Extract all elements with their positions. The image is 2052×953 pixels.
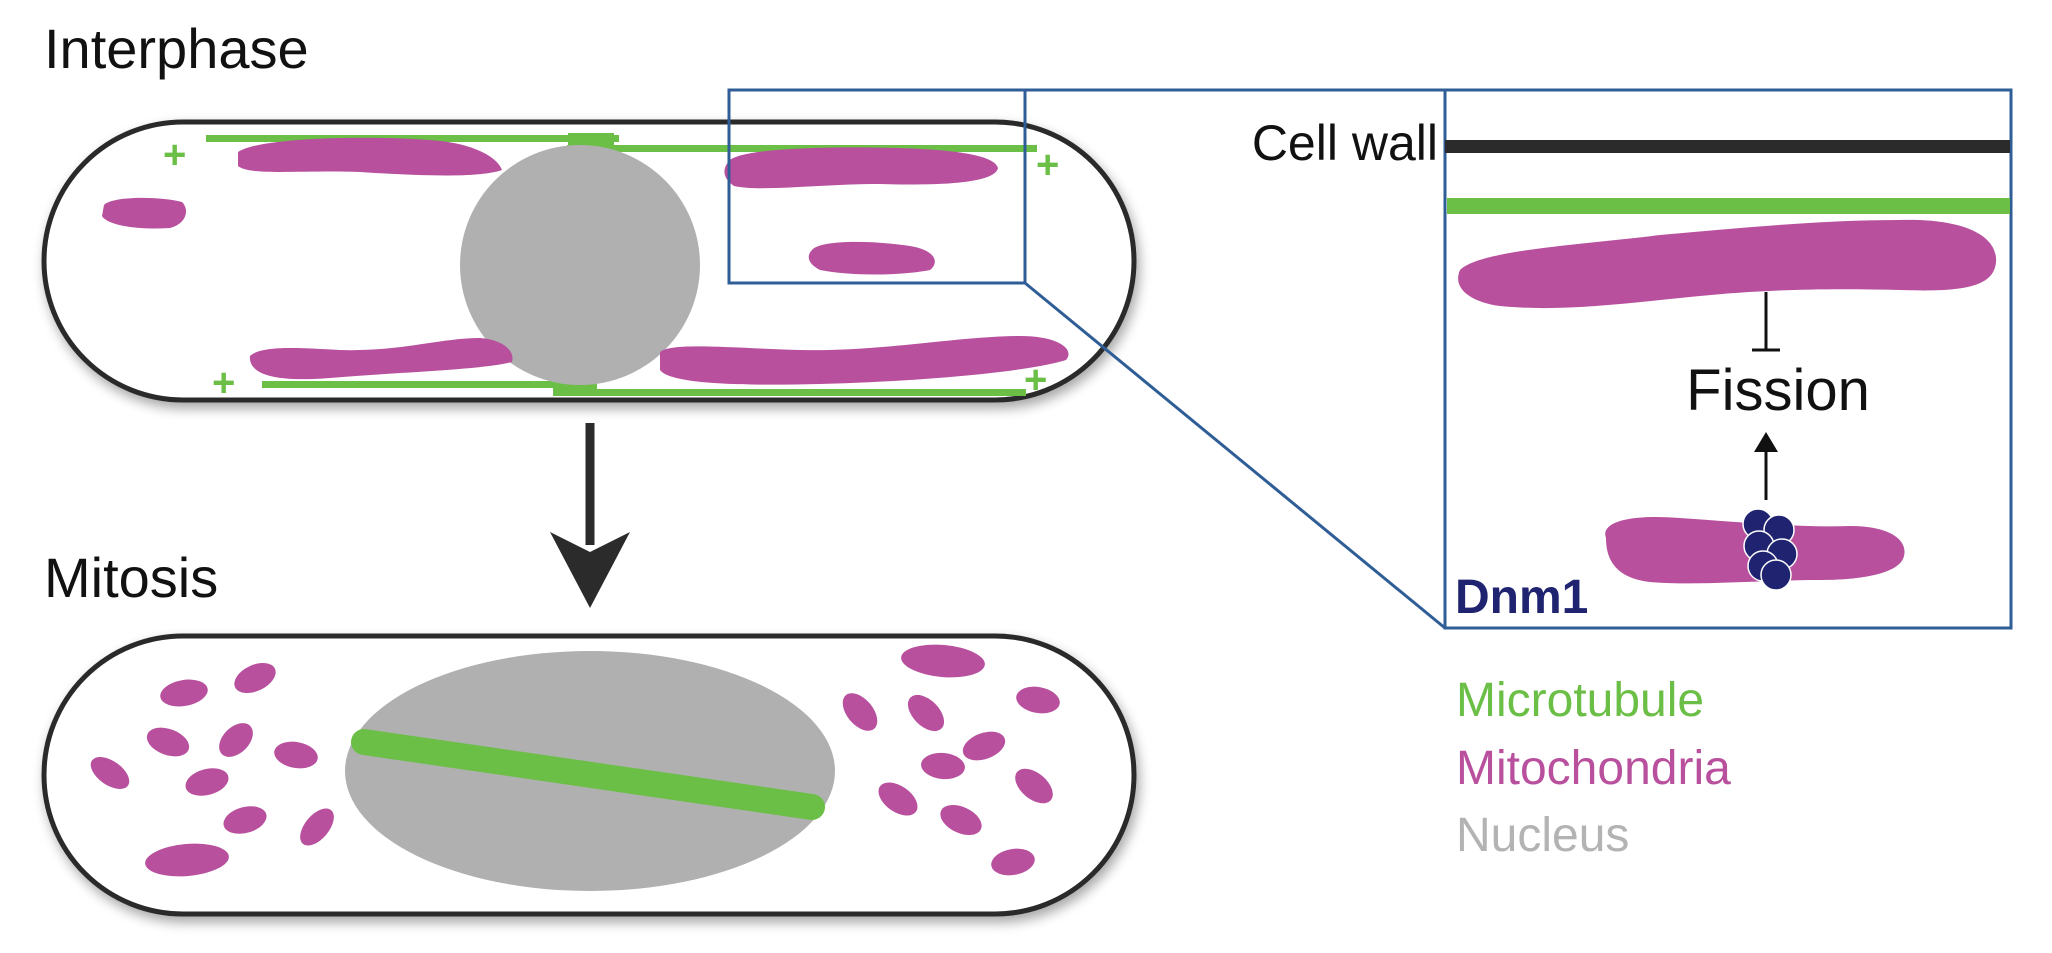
mitochondrion-fragment xyxy=(878,782,918,816)
dnm1-ring xyxy=(1742,508,1798,591)
legend-nucleus: Nucleus xyxy=(1456,809,1629,862)
plus-end-bottom-left: + xyxy=(212,361,235,405)
legend-microtubule: Microtubule xyxy=(1456,674,1704,727)
mitochondrion-fragment xyxy=(901,644,985,678)
mitochondrion-fragment xyxy=(1015,768,1053,804)
mitochondrion-fragment xyxy=(90,757,130,789)
microtubule-bottom-right xyxy=(556,389,1026,396)
mitotic-spindle xyxy=(351,729,825,820)
fission-arrow-head xyxy=(1754,432,1778,452)
zoom-region-box xyxy=(727,88,1027,285)
mitochondrion-fragment xyxy=(146,727,190,757)
plus-end-bottom-right: + xyxy=(1024,358,1047,402)
mitochondrion-fragment xyxy=(160,679,208,707)
fragmented-mitochondria xyxy=(90,644,1060,877)
interphase-title: Interphase xyxy=(44,17,309,80)
mitochondrion-fragment xyxy=(991,848,1035,876)
mitochondrion xyxy=(102,197,186,229)
plus-end-top-left: + xyxy=(163,133,186,177)
microtubule-top-left xyxy=(206,135,619,142)
mitochondrion-fragment xyxy=(907,694,945,732)
mitochondrion xyxy=(808,241,935,275)
cell-wall-line xyxy=(1445,140,2010,153)
mitochondrion-fragment xyxy=(962,731,1006,761)
mitochondrion xyxy=(238,137,502,176)
inset-mitochondrion-tubular xyxy=(1458,219,1997,309)
inset-panel xyxy=(1443,88,2013,630)
mitochondrion-fragment xyxy=(274,741,318,769)
mitochondrion-fragment xyxy=(300,808,334,846)
mitochondrion xyxy=(249,338,513,380)
mitochondrion-fragment xyxy=(234,662,276,694)
plus-end-top-right: + xyxy=(1036,143,1059,187)
mitochondrion-fragment xyxy=(842,693,878,731)
mitochondrion-fragment xyxy=(223,806,267,834)
mitochondrion xyxy=(724,147,998,189)
mitochondrion-fragment xyxy=(940,804,982,836)
cell-wall-label: Cell wall xyxy=(1252,115,1438,171)
mitochondrion-fragment xyxy=(1016,686,1060,714)
zoom-connector-bottom xyxy=(1024,281,1446,630)
microtubule-bottom-left xyxy=(262,381,595,388)
transition-arrow-head xyxy=(550,532,630,608)
mitosis-title: Mitosis xyxy=(44,546,218,609)
inset-microtubule xyxy=(1447,198,2010,214)
fission-label: Fission xyxy=(1686,358,1870,423)
mitochondrion xyxy=(660,336,1069,385)
mitochondrion-fragment xyxy=(921,752,965,780)
mitochondrion-fragment xyxy=(145,843,229,877)
dnm1-label: Dnm1 xyxy=(1455,571,1588,624)
mitochondrion-fragment xyxy=(185,768,229,796)
mitochondrion-fragment xyxy=(219,723,253,757)
legend: Microtubule Mitochondria Nucleus xyxy=(1456,674,1731,862)
legend-mitochondria: Mitochondria xyxy=(1456,742,1731,795)
interphase-nucleus xyxy=(460,145,700,385)
